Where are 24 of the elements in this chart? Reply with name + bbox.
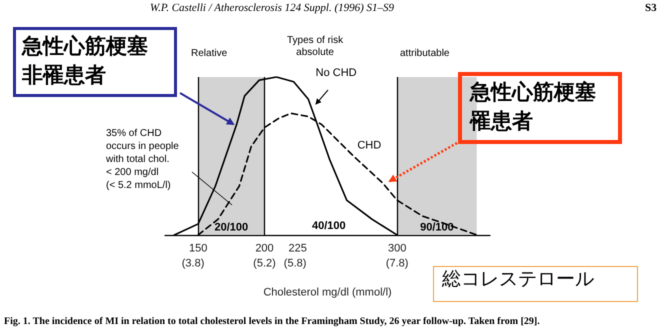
x-tick-label: 225	[288, 242, 307, 254]
annotation: 40/100	[312, 220, 346, 233]
text: attributable	[400, 48, 450, 60]
band-label: 20/100	[214, 222, 248, 234]
x2-tick-label: (5.8)	[284, 258, 306, 270]
text: S3	[645, 2, 657, 15]
x2-tick-label: (5.2)	[253, 258, 276, 270]
series-label: CHD	[357, 140, 382, 152]
callout-box: 総コレステロール	[433, 266, 638, 302]
caption: Fig. 1. The incidence of MI in relation to total cholesterol levels in the Framingham Study, 26 year follow-up. Taken from [29].	[4, 316, 540, 328]
callout-box: 急性心筋梗塞非罹患者	[13, 27, 177, 97]
x-tick-label: 300	[388, 242, 406, 254]
x2-tick-label: (3.8)	[182, 258, 204, 270]
text: Types of risk absolute	[287, 35, 344, 58]
series-label: No CHD	[316, 67, 357, 80]
x2-tick-label: (7.8)	[386, 258, 408, 270]
callout-box: 急性心筋梗塞罹患者	[458, 72, 622, 144]
x-tick-label: 200	[255, 242, 274, 254]
text: Relative	[191, 48, 228, 60]
band-label: 90/100	[420, 222, 454, 234]
annotation: 35% of CHD occurs in people with total chol. < 200 mg/dl (< 5.2 mmoL/l)	[106, 127, 179, 192]
x-tick-label: 150	[188, 242, 208, 254]
x-axis-title: Cholesterol mg/dl (mmol/l)	[263, 286, 392, 298]
text: W.P. Castelli / Atherosclerosis 124 Suppl. (1996) S1–S9	[150, 2, 394, 15]
